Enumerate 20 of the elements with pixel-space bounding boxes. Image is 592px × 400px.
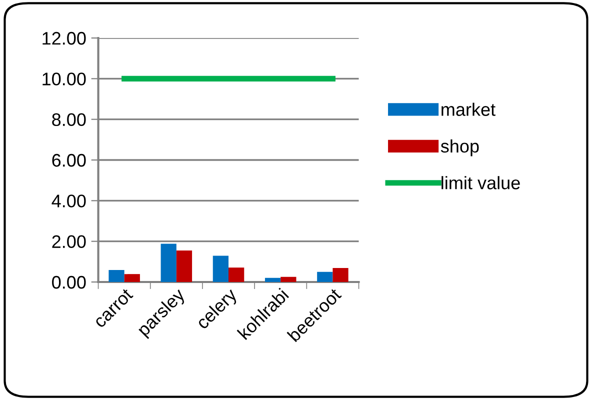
y-tick-label: 4.00: [52, 194, 86, 208]
y-tick-label: 6.00: [52, 154, 86, 167]
y-tick-label: 12.00: [42, 32, 86, 45]
legend-label: market: [442, 102, 496, 116]
bar: [176, 250, 192, 282]
bar: [124, 274, 140, 282]
y-tick-label: 8.00: [52, 113, 86, 126]
bar: [332, 268, 348, 282]
bar: [228, 268, 244, 282]
bar: [212, 256, 229, 282]
bar: [264, 278, 281, 282]
legend-label: shop: [440, 139, 479, 156]
y-tick-label: 2.00: [52, 235, 86, 248]
bar: [317, 272, 333, 282]
y-tick-label: 0.00: [52, 276, 86, 289]
legend-label: limit value: [442, 176, 520, 190]
bar: [108, 270, 124, 282]
bar: [280, 276, 296, 282]
bar: [160, 244, 176, 282]
y-tick-label: 10.00: [42, 72, 86, 86]
